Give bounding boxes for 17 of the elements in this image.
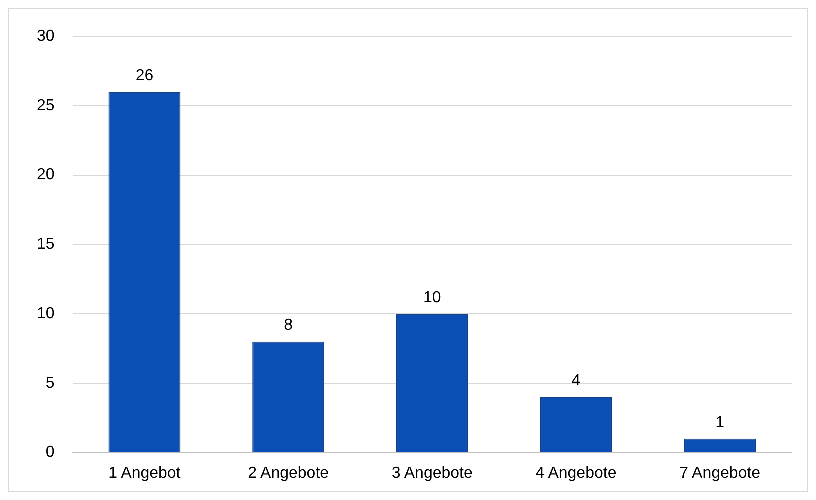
y-tick-label: 0 [46, 444, 55, 462]
y-tick-label: 25 [37, 97, 55, 114]
y-tick-label: 30 [37, 28, 55, 46]
x-tick-label: 7 Angebote [680, 464, 761, 482]
data-label: 26 [136, 68, 154, 84]
y-tick-label: 10 [37, 305, 55, 322]
data-label: 1 [716, 414, 725, 432]
x-tick-label: 1 Angebot [108, 464, 182, 482]
y-tick-label: 5 [46, 374, 55, 392]
y-tick-label: 15 [37, 236, 55, 254]
data-label: 4 [572, 372, 581, 390]
y-tick-label: 20 [37, 166, 55, 184]
x-tick-label: 2 Angebote [248, 464, 330, 482]
x-tick-label: 4 Angebote [536, 464, 617, 482]
data-label: 10 [424, 289, 442, 306]
data-label: 8 [284, 317, 294, 334]
x-tick-label: 3 Angebote [392, 464, 473, 482]
